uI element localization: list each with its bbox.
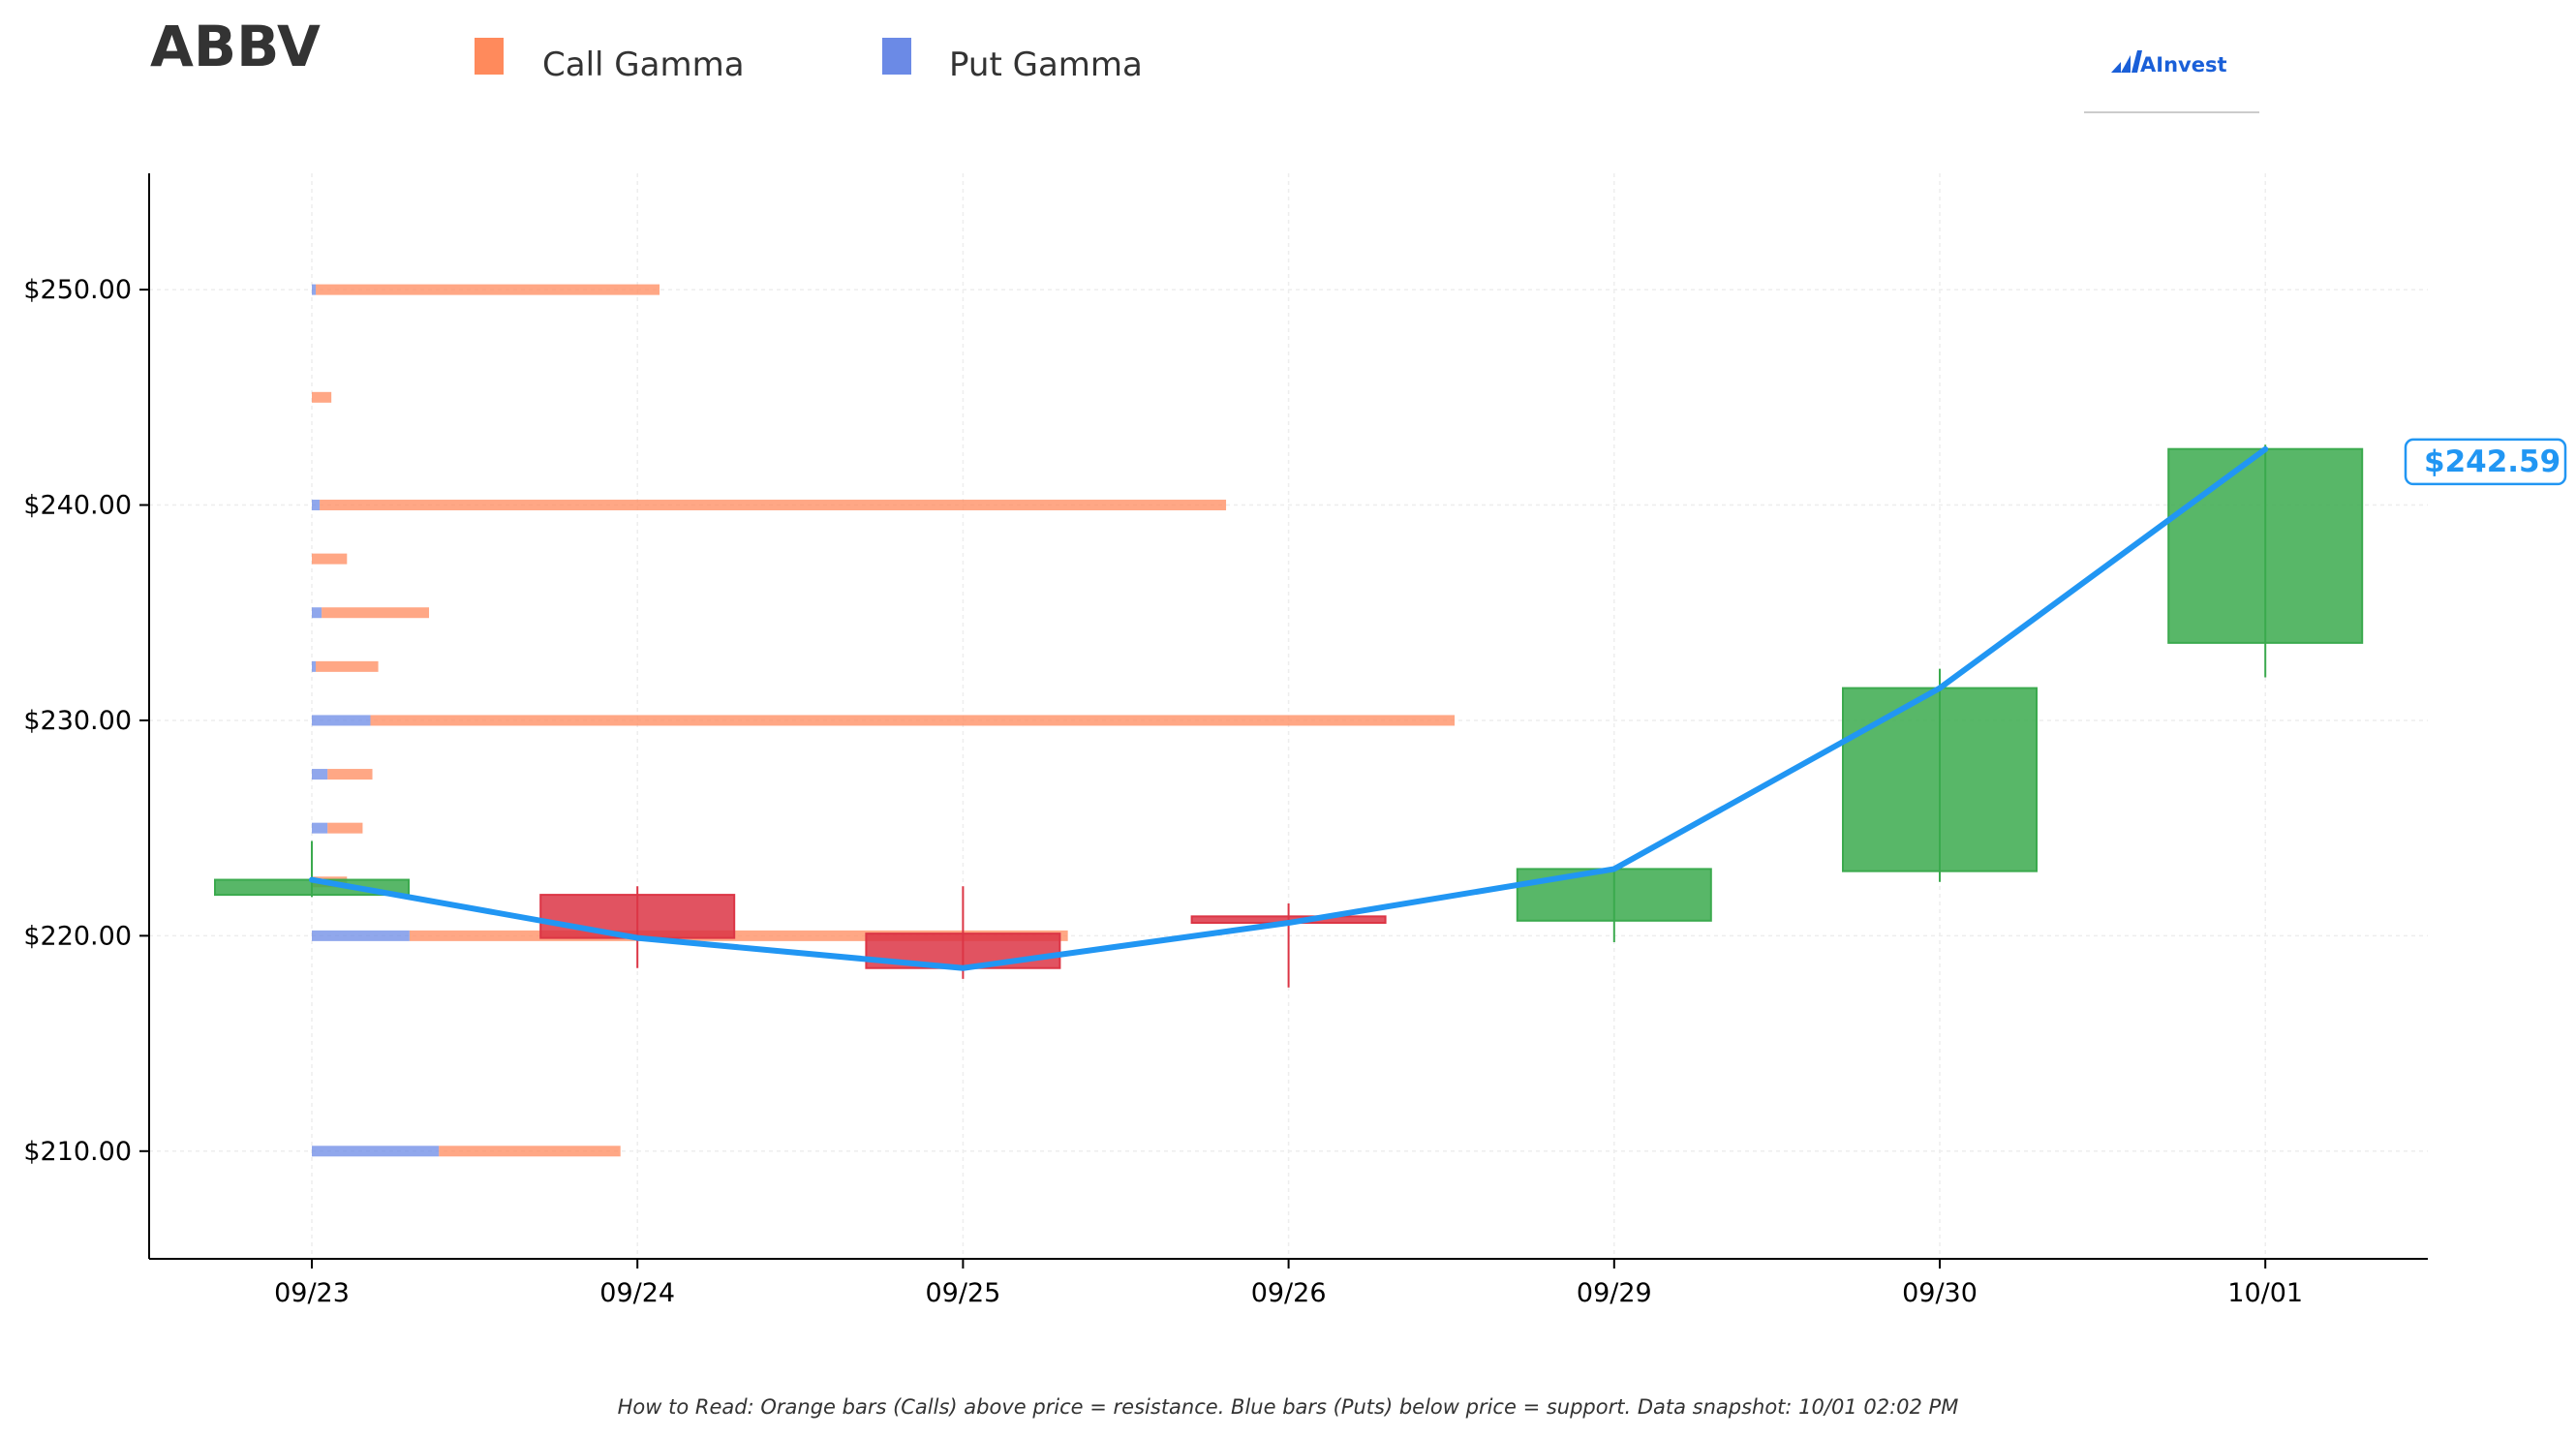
x-tick-label: 09/23: [274, 1278, 350, 1308]
candle-body: [2167, 447, 2364, 644]
x-tick-label: 10/01: [2227, 1278, 2303, 1308]
y-tick-label: $210.00: [23, 1137, 132, 1167]
call-gamma-bar: [327, 769, 373, 780]
put-gamma-bar: [312, 1146, 440, 1157]
put-gamma-bar: [312, 500, 321, 511]
x-tick-label: 09/25: [925, 1278, 1000, 1308]
call-gamma-bar: [320, 500, 1227, 511]
x-ticks: 09/23 09/24 09/25 09/26 09/29 09/30 10/01: [274, 1259, 2303, 1308]
x-tick-label: 09/24: [599, 1278, 675, 1308]
x-tick-label: 09/30: [1902, 1278, 1978, 1308]
put-gamma-legend-swatch: [882, 38, 911, 75]
y-tick-label: $240.00: [23, 491, 132, 521]
x-tick-label: 09/29: [1577, 1278, 1652, 1308]
current-price-text: $242.59: [2424, 444, 2561, 479]
put-gamma-bar: [312, 769, 328, 780]
call-gamma-bar: [370, 715, 1456, 726]
candlesticks: [214, 444, 2364, 988]
price-line: [309, 445, 2269, 971]
candle-body: [1516, 868, 1712, 922]
put-gamma-bar: [312, 930, 410, 941]
call-gamma-bar: [322, 607, 430, 619]
put-gamma-bar: [312, 607, 322, 619]
call-gamma-bar: [312, 553, 348, 565]
call-gamma-legend-swatch: [475, 38, 504, 75]
put-gamma-bar: [312, 284, 317, 295]
current-price-label: $242.59: [2404, 438, 2567, 486]
put-gamma-bar: [312, 822, 328, 834]
chart-title: ABBV: [150, 14, 321, 79]
footer-note: How to Read: Orange bars (Calls) above p…: [618, 1395, 1959, 1419]
put-gamma-bar: [312, 660, 317, 672]
candle-body: [1842, 687, 2038, 872]
call-gamma-bar: [312, 391, 332, 403]
ainvest-logo: AInvest: [2084, 50, 2259, 113]
y-tick-label: $220.00: [23, 921, 132, 951]
put-gamma-legend-label: Put Gamma: [949, 46, 1143, 84]
y-ticks: $210.00 $220.00 $230.00 $240.00 $250.00: [23, 275, 149, 1167]
current-price-box: [2404, 438, 2567, 486]
legend: Call Gamma Put Gamma: [475, 38, 1143, 84]
y-tick-label: $230.00: [23, 706, 132, 736]
put-gamma-bar: [312, 715, 371, 726]
y-tick-label: $250.00: [23, 275, 132, 305]
x-tick-label: 09/26: [1251, 1278, 1327, 1308]
call-gamma-bar: [409, 930, 1068, 941]
call-gamma-bar: [439, 1146, 621, 1157]
ainvest-logo-text: AInvest: [2140, 53, 2227, 76]
price-line-group: [309, 445, 2269, 971]
call-gamma-bar: [316, 284, 660, 295]
call-gamma-bar: [316, 660, 379, 672]
ainvest-logo-icon: [2111, 50, 2142, 73]
call-gamma-legend-label: Call Gamma: [542, 46, 745, 84]
call-gamma-bar: [327, 822, 363, 834]
gamma-bars: [312, 284, 1456, 1157]
candle-body: [539, 894, 736, 939]
